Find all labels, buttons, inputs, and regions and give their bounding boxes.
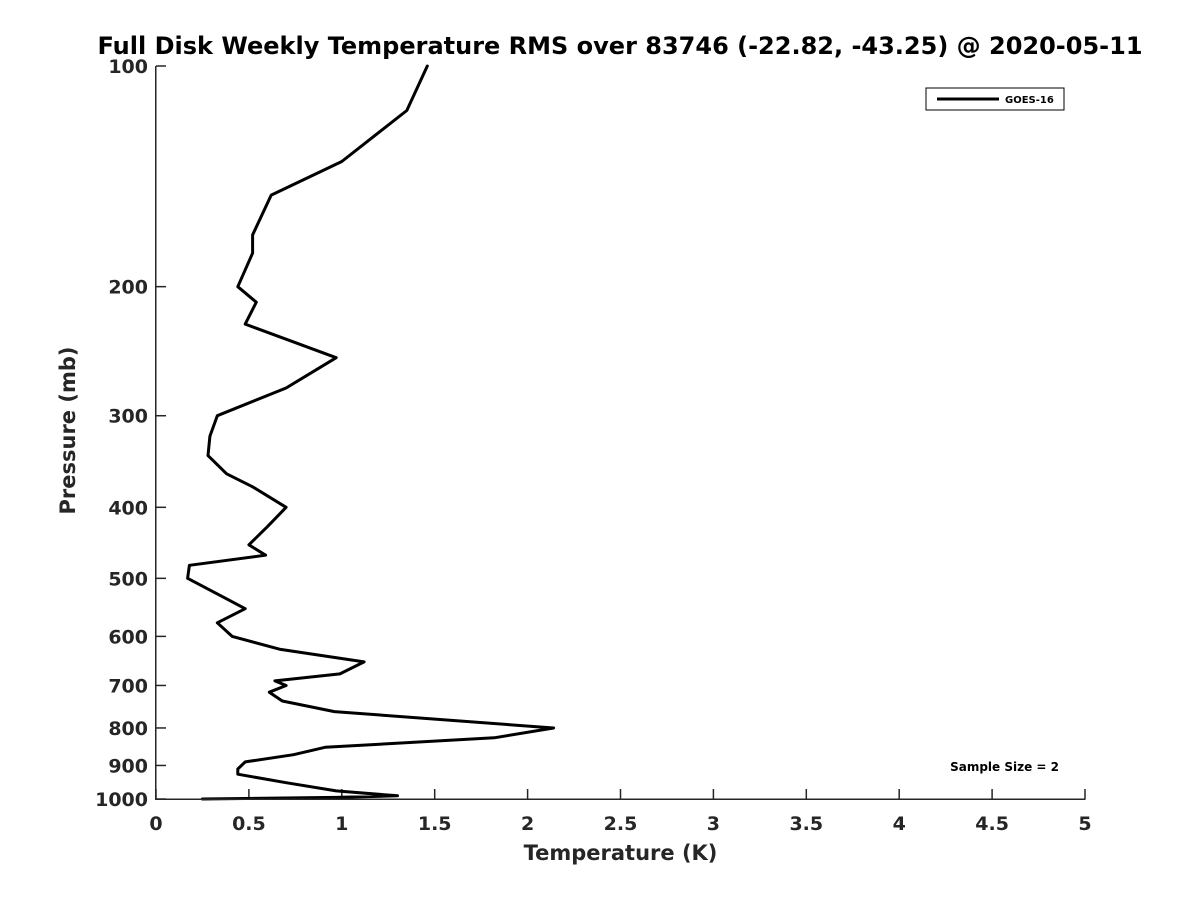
plot-area: 100 200 300 400 500 600 700 800 900 1000 0 0.5 1 1.5…	[95, 56, 1092, 835]
x-tick-label: 1	[335, 813, 348, 835]
x-tick-label: 0	[149, 813, 162, 835]
y-tick-label: 500	[108, 568, 148, 590]
x-tick-label: 4	[893, 813, 906, 835]
x-tick-label: 2	[521, 813, 534, 835]
x-tick-label: 0.5	[232, 813, 266, 835]
x-tick-label: 3	[707, 813, 720, 835]
chart-title: Full Disk Weekly Temperature RMS over 83…	[97, 32, 1142, 60]
y-tick-label: 600	[108, 626, 148, 648]
y-tick-label: 1000	[95, 789, 148, 811]
x-tick-label: 4.5	[975, 813, 1009, 835]
y-tick-label: 900	[108, 755, 148, 777]
x-axis-line	[155, 798, 1086, 800]
x-tick-label: 2.5	[604, 813, 638, 835]
y-tick-label: 400	[108, 497, 148, 519]
series-layer	[186, 64, 556, 801]
y-tick-label: 700	[108, 675, 148, 697]
x-tick-label: 1.5	[418, 813, 452, 835]
legend: GOES-16	[925, 87, 1065, 111]
x-axis: 0 0.5 1 1.5 2 2.5 3 3.5 4 4.5 5	[149, 789, 1092, 835]
sample-size-annotation: Sample Size = 2	[950, 760, 1059, 774]
y-axis: 100 200 300 400 500 600 700 800 900 1000	[95, 56, 166, 811]
series-line-goes-16	[186, 64, 556, 801]
x-tick-label: 5	[1078, 813, 1091, 835]
y-axis-label: Pressure (mb)	[56, 347, 80, 515]
y-tick-label: 300	[108, 406, 148, 428]
y-tick-label: 100	[108, 56, 148, 78]
x-axis-label: Temperature (K)	[524, 841, 718, 865]
legend-label-goes-16: GOES-16	[1005, 95, 1054, 106]
x-tick-label: 3.5	[789, 813, 823, 835]
y-tick-label: 200	[108, 277, 148, 299]
y-axis-line	[155, 66, 157, 800]
y-tick-label: 800	[108, 718, 148, 740]
